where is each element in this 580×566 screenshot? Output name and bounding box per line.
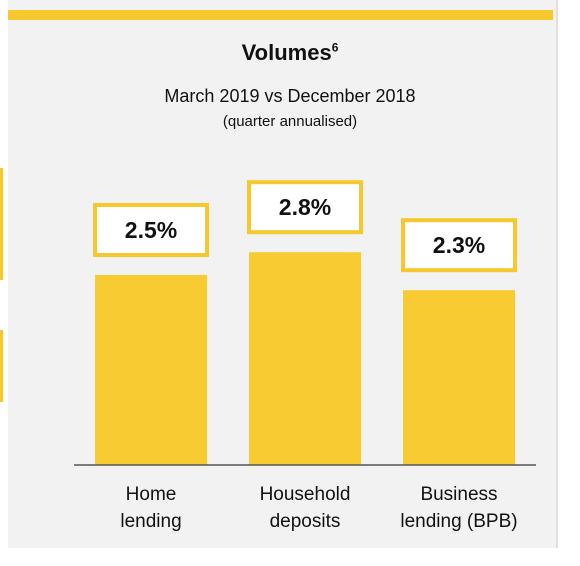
chart-note: (quarter annualised) [222, 113, 358, 130]
accent-left-marker [0, 330, 3, 402]
data-label-box [93, 203, 209, 257]
bar [403, 290, 515, 465]
accent-left-marker [0, 168, 3, 280]
category-label: Business [420, 484, 497, 505]
data-label-box [247, 180, 363, 235]
panel-right-edge [556, 0, 558, 548]
chart-subtitle: March 2019 vs December 2018 [164, 86, 416, 106]
category-label: deposits [270, 511, 341, 532]
category-label: lending [120, 511, 181, 532]
data-label: 2.3% [433, 232, 485, 258]
data-label-box [401, 218, 517, 273]
category-label: lending (BPB) [400, 511, 517, 532]
category-label: Home [126, 484, 177, 505]
data-label: 2.5% [125, 217, 177, 243]
title-footnote-marker: 6 [331, 40, 339, 55]
accent-top-bar [8, 10, 553, 20]
bar [95, 275, 207, 465]
chart-title: Volumes6 [0, 40, 580, 66]
chart-title-text: Volumes [241, 40, 332, 65]
category-label: Household [260, 484, 351, 505]
bar [249, 252, 361, 465]
data-label: 2.8% [279, 194, 331, 220]
